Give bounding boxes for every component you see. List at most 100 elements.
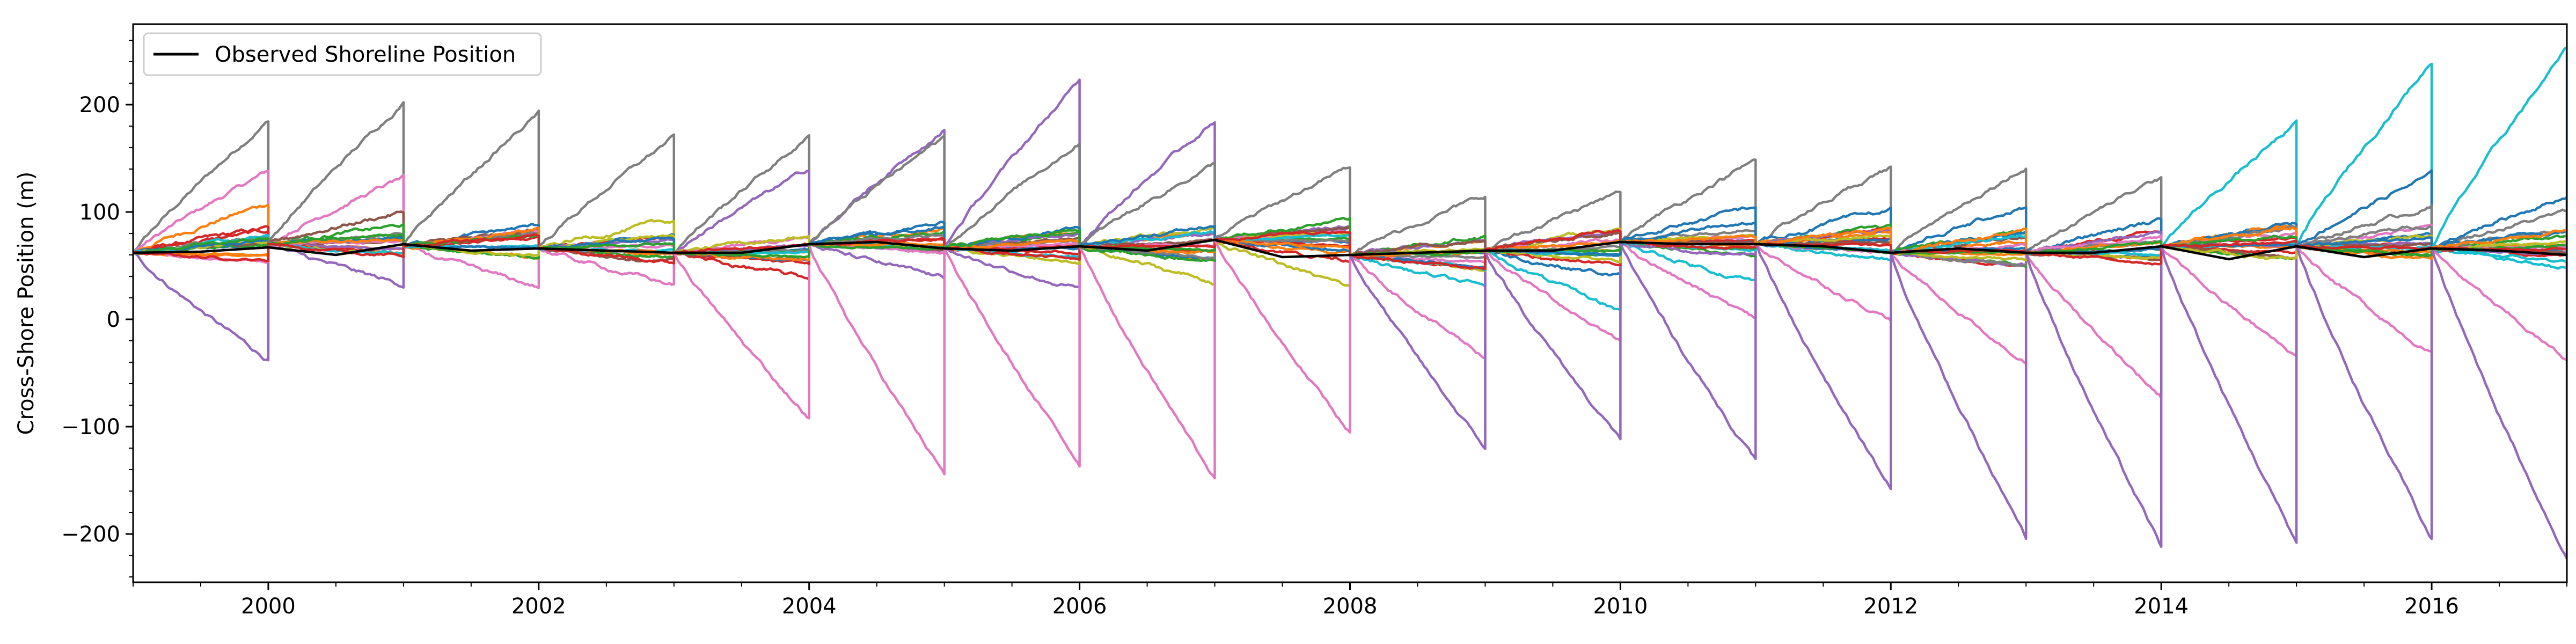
forecast-line-1999-18 xyxy=(133,244,270,262)
forecast-line-2016-18 xyxy=(2431,229,2567,250)
forecast-line-2003-2 xyxy=(674,244,810,281)
forecast-line-2012-0 xyxy=(1890,167,2028,254)
forecast-line-2009-0 xyxy=(1484,190,1622,252)
forecast-line-2007-16 xyxy=(1214,238,1351,255)
forecast-line-2005-17 xyxy=(943,229,1081,250)
forecast-line-2007-0 xyxy=(1213,166,1351,255)
forecast-line-2012-4 xyxy=(1890,252,2028,365)
forecast-line-2005-0 xyxy=(943,78,1081,249)
forecast-line-2014-0 xyxy=(2160,119,2298,247)
legend-label-observed: Observed Shoreline Position xyxy=(215,42,516,67)
legend-box xyxy=(143,32,542,76)
y-tick-label: −100 xyxy=(61,415,120,440)
forecast-line-2001-0 xyxy=(402,109,540,248)
forecast-line-2009-19 xyxy=(1484,229,1622,252)
forecast-line-2004-1 xyxy=(808,134,946,248)
forecast-line-2014-19 xyxy=(2161,240,2298,248)
forecast-line-2005-4 xyxy=(943,246,1081,468)
y-axis-title: Cross-Shore Position (m) xyxy=(14,172,39,435)
forecast-line-2011-17 xyxy=(1755,226,1892,253)
forecast-line-2003-12 xyxy=(674,235,810,254)
forecast-line-2014-5 xyxy=(2160,246,2298,544)
forecast-line-2016-5 xyxy=(2431,247,2567,362)
forecast-line-2013-11 xyxy=(2025,235,2163,254)
forecast-line-2015-13 xyxy=(2296,225,2433,248)
forecast-line-2004-12 xyxy=(809,234,946,248)
forecast-line-2015-19 xyxy=(2296,244,2433,251)
forecast-line-2004-7 xyxy=(808,230,946,248)
forecast-line-2007-4 xyxy=(1213,239,1351,434)
forecast-line-2007-17 xyxy=(1214,216,1351,255)
forecast-line-2006-0 xyxy=(1078,121,1216,247)
forecast-line-2010-3 xyxy=(1620,240,1757,282)
forecast-line-2013-17 xyxy=(2025,240,2163,255)
forecast-line-2003-0 xyxy=(673,134,810,254)
forecast-line-2005-1 xyxy=(944,142,1081,250)
forecast-line-2003-10 xyxy=(673,236,810,254)
forecast-line-2010-0 xyxy=(1619,158,1757,244)
forecast-line-2000-2 xyxy=(267,210,405,246)
forecast-line-2000-0 xyxy=(267,101,405,246)
forecast-line-2002-16 xyxy=(538,246,676,265)
forecast-line-2015-5 xyxy=(2295,246,2433,540)
forecast-ensemble-lines xyxy=(133,46,2567,560)
forecast-line-1999-15 xyxy=(133,238,270,255)
forecast-line-2007-3 xyxy=(1213,239,1351,287)
forecast-line-2013-0 xyxy=(2025,176,2163,254)
forecast-line-2015-1 xyxy=(2295,169,2433,248)
forecast-line-2013-18 xyxy=(2025,246,2163,266)
y-tick-label: 200 xyxy=(79,93,120,118)
forecast-line-2010-4 xyxy=(1619,241,1757,320)
forecast-line-2004-3 xyxy=(809,243,946,280)
forecast-line-2006-4 xyxy=(1078,240,1216,480)
forecast-line-2012-15 xyxy=(1890,234,2028,254)
forecast-line-2010-1 xyxy=(1619,206,1757,244)
y-tick-label: −200 xyxy=(61,522,120,547)
forecast-line-2013-4 xyxy=(2025,246,2163,548)
forecast-line-1999-1 xyxy=(133,170,270,254)
forecast-line-2009-5 xyxy=(1484,242,1622,441)
forecast-line-2002-2 xyxy=(538,247,676,287)
forecast-line-2001-2 xyxy=(403,245,540,289)
forecast-line-2008-0 xyxy=(1349,195,1487,257)
x-tick-label: 2016 xyxy=(2404,594,2459,619)
x-tick-label: 2004 xyxy=(782,594,837,619)
forecast-line-2012-5 xyxy=(1890,252,2028,540)
forecast-line-1999-17 xyxy=(133,237,270,255)
forecast-line-2014-17 xyxy=(2161,226,2298,248)
forecast-line-2008-3 xyxy=(1349,251,1487,360)
x-tick-label: 2012 xyxy=(1863,594,1918,619)
forecast-line-2009-13 xyxy=(1485,242,1622,253)
forecast-line-2002-0 xyxy=(537,133,676,253)
forecast-line-2009-4 xyxy=(1484,242,1622,342)
forecast-line-2000-1 xyxy=(267,173,405,246)
forecast-line-2012-1 xyxy=(1890,206,2028,254)
y-axis: −200 −100 0 100 200 xyxy=(61,40,133,577)
forecast-line-2004-17 xyxy=(809,243,946,251)
forecast-line-2013-3 xyxy=(2025,246,2163,399)
forecast-line-2015-0 xyxy=(2295,62,2433,248)
x-tick-label: 2002 xyxy=(511,594,566,619)
forecast-line-2010-16 xyxy=(1620,222,1757,244)
forecast-line-2006-1 xyxy=(1079,160,1216,248)
forecast-line-2005-3 xyxy=(944,246,1081,289)
forecast-line-2009-9 xyxy=(1485,242,1622,267)
forecast-line-2000-17 xyxy=(268,243,405,259)
forecast-line-2010-17 xyxy=(1620,235,1757,244)
x-axis: 2000 2002 2004 2006 2008 2010 2012 2014 2016 xyxy=(133,582,2567,619)
forecast-line-2009-3 xyxy=(1484,242,1622,311)
forecast-line-2014-4 xyxy=(2160,245,2298,357)
x-tick-label: 2006 xyxy=(1052,594,1107,619)
forecast-line-2004-15 xyxy=(808,221,946,248)
forecast-line-2011-5 xyxy=(1754,243,1892,491)
forecast-line-2006-15 xyxy=(1079,225,1216,247)
forecast-line-2008-2 xyxy=(1349,251,1487,288)
forecast-line-2007-18 xyxy=(1214,230,1351,255)
forecast-line-1999-2 xyxy=(133,203,270,254)
forecast-line-2008-10 xyxy=(1350,239,1487,257)
x-tick-label: 2000 xyxy=(241,594,296,619)
forecast-line-2000-16 xyxy=(268,233,405,246)
forecast-line-2016-4 xyxy=(2431,247,2567,270)
forecast-line-2016-6 xyxy=(2430,248,2567,560)
